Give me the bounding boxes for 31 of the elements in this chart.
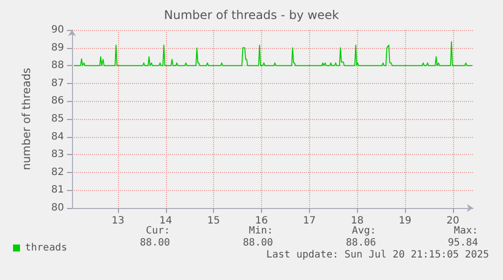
x-tick-label: 18	[350, 216, 364, 226]
y-tick-label: 82	[51, 166, 64, 178]
text: 88.00	[242, 238, 274, 248]
y-tick-label: 90	[51, 24, 64, 36]
y-tick-label: 81	[51, 184, 64, 196]
y-axis-title: number of threads	[20, 68, 33, 170]
y-tick-label: 86	[51, 96, 64, 107]
y-tick-label: 83	[51, 149, 64, 160]
x-tick-label: 19	[398, 216, 412, 226]
text: 88.06	[346, 238, 376, 248]
legend-label: threads	[25, 242, 68, 254]
x-tick-label: 14	[159, 216, 172, 226]
x-tick-label: 15	[207, 216, 220, 226]
x-tick-label: 17	[302, 216, 316, 226]
text: Cur:	[146, 226, 170, 236]
text: Last update: Sun Jul 20 21:15:05 2025	[266, 250, 490, 260]
y-tick-label: 85	[51, 114, 64, 124]
text: Avg:	[352, 226, 376, 236]
x-tick-label: 16	[255, 216, 268, 226]
x-tick-label: 13	[112, 216, 124, 226]
y-tick-label: 87	[51, 78, 64, 89]
text: Max:	[454, 226, 478, 236]
text: 88.00	[140, 238, 170, 248]
y-tick-label: 88	[51, 60, 64, 72]
y-tick-label: 84	[51, 131, 64, 142]
text: Min:	[248, 226, 274, 236]
chart-title: Number of threads - by week	[164, 8, 340, 22]
text: 95.84	[448, 238, 478, 248]
y-tick-label: 80	[51, 202, 64, 214]
x-tick-label: 20	[446, 216, 460, 226]
y-tick-label: 89	[51, 42, 64, 54]
